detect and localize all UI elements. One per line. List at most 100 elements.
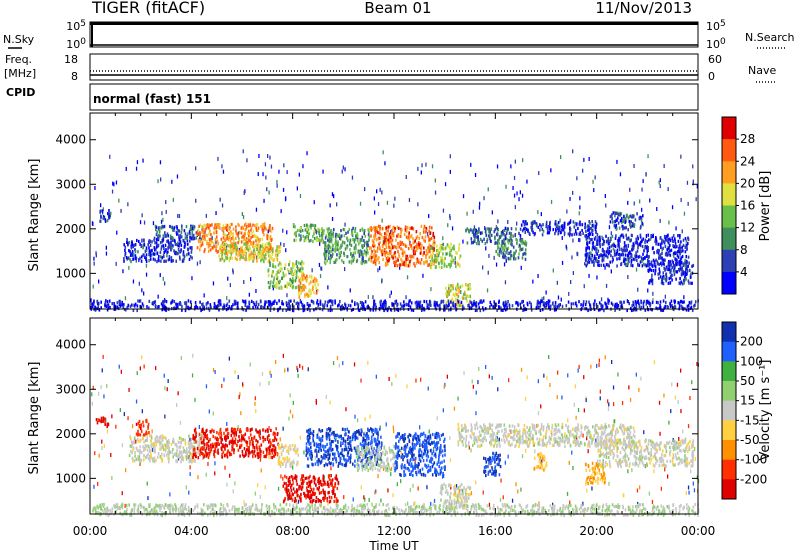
power-region-cell [177,251,180,255]
power-region-cell [386,259,389,263]
power-region-cell [354,301,356,305]
power-speckle [545,290,547,295]
power-region-cell [567,300,570,304]
power-region-cell [235,251,238,255]
power-region-cell [474,302,476,306]
power-region-cell [374,262,377,266]
power-region-cell [576,222,578,226]
power-region-cell [688,261,690,265]
velocity-speckle [515,482,517,487]
power-region-cell [389,239,391,244]
power-region-cell [422,253,424,257]
power-region-cell [569,220,571,224]
power-region-cell [640,219,643,223]
power-region-cell [295,275,298,280]
power-colorbar-tick-label: 12 [740,221,755,235]
power-region-cell [225,251,228,255]
power-region-cell [679,234,681,238]
power-region-cell [169,242,171,246]
power-speckle [522,158,524,163]
power-region-cell [642,257,645,261]
power-region-cell [666,248,668,252]
power-region-cell [443,308,445,312]
power-region-cell [642,305,645,309]
power-region-cell [172,244,174,248]
velocity-speckle [164,386,166,391]
power-region-cell [435,260,438,264]
velocity-speckle [238,395,240,400]
power-region-cell [658,306,661,310]
power-region-cell [442,245,444,249]
power-speckle [537,210,539,215]
power-region-cell [91,305,94,309]
power-region-cell [195,304,197,308]
power-region-cell [645,264,648,268]
power-region-cell [325,250,327,254]
power-region-cell [378,228,381,232]
power-region-cell [519,234,522,238]
power-region-cell [547,228,549,232]
power-region-cell [276,278,279,282]
power-speckle [164,281,166,286]
power-region-cell [586,262,589,266]
power-region-cell [312,301,315,305]
velocity-speckle [249,362,251,367]
power-region-cell [401,248,404,252]
power-region-cell [405,260,407,264]
power-region-cell [523,227,525,231]
power-region-cell [215,223,218,227]
power-region-cell [353,247,356,251]
power-region-cell [598,260,600,264]
power-region-cell [640,305,643,309]
power-region-cell [386,251,389,256]
power-region-cell [445,292,447,296]
power-region-cell [685,265,688,269]
power-region-cell [223,306,226,310]
power-speckle [118,198,120,203]
power-region-cell [379,227,381,231]
power-speckle [588,273,590,278]
velocity-speckle [329,400,331,405]
power-region-cell [631,264,634,268]
velocity-speckle [94,451,96,456]
power-speckle [178,234,180,239]
power-region-cell [651,278,654,282]
power-region-cell [680,256,682,260]
power-region-cell [436,249,438,253]
power-region-cell [90,302,93,306]
velocity-speckle [259,382,261,387]
power-speckle [431,164,434,169]
power-region-cell [430,254,432,258]
power-region-cell [521,247,524,251]
power-speckle [577,252,579,257]
power-region-cell [339,299,341,304]
power-region-cell [436,244,438,248]
velocity-speckle [279,437,281,442]
power-region-cell [201,242,204,246]
power-speckle [405,175,407,179]
power-region-cell [131,250,134,254]
power-region-cell [448,292,451,296]
power-region-cell [450,263,452,267]
power-region-cell [412,241,414,245]
power-region-cell [369,246,371,251]
cpid-label: CPID [6,86,35,99]
power-region-cell [140,255,143,259]
power-region-cell [361,246,364,250]
power-speckle [135,258,137,263]
velocity-speckle [607,399,609,404]
power-region-cell [355,235,357,240]
power-region-cell [314,281,317,285]
power-region-cell [325,255,328,259]
power-region-cell [502,255,504,259]
power-region-cell [593,257,596,261]
velocity-region-cell [171,450,173,454]
power-region-cell [267,259,270,263]
power-region-cell [294,225,296,229]
power-speckle [579,238,581,243]
power-region-cell [244,223,246,227]
power-region-cell [251,242,253,246]
power-region-cell [368,238,370,242]
power-region-cell [252,240,255,244]
power-region-cell [248,258,250,262]
